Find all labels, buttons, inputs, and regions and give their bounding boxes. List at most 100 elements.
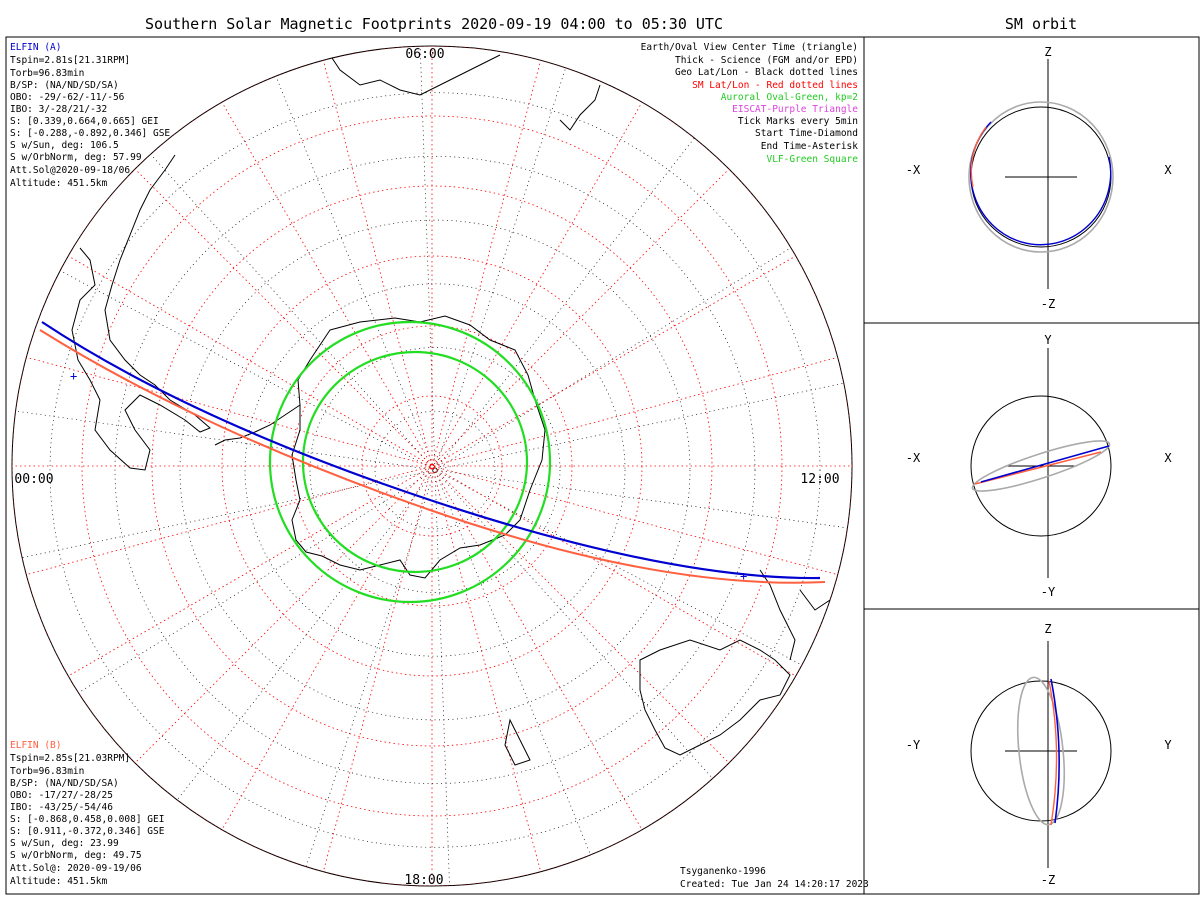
probe-a-info: ELFIN (A) Tspin=2.81s[21.31RPM] Torb=96.… bbox=[10, 42, 170, 189]
geo-lat-circle-4 bbox=[114, 156, 756, 784]
orbit-xz-bottom-label: -Z bbox=[1041, 297, 1055, 311]
probe-b-line-2: B/SP: (NA/ND/SD/SA) bbox=[10, 778, 119, 789]
legend-item-1: Thick - Science (FGM and/or EPD) bbox=[675, 55, 858, 66]
legend-item-6: Tick Marks every 5min bbox=[738, 116, 858, 127]
sm-meridian-165 bbox=[16, 354, 848, 578]
orbit-xy-probe-b bbox=[974, 451, 1102, 485]
sm-meridian-150 bbox=[59, 250, 805, 682]
sm-meridian-75 bbox=[320, 50, 544, 882]
legend-item-0: Earth/Oval View Center Time (triangle) bbox=[641, 42, 858, 53]
legend-item-9: VLF-Green Square bbox=[766, 154, 858, 165]
legend-item-4: Auroral Oval-Green, kp=2 bbox=[721, 92, 858, 103]
antarctica-coast bbox=[291, 315, 546, 579]
orbit-xz-left-label: -X bbox=[906, 163, 921, 177]
legend-item-5: EISCAT-Purple Triangle bbox=[732, 104, 858, 115]
orbit-title: SM orbit bbox=[1005, 15, 1077, 33]
orbit-xz-top-label: Z bbox=[1044, 45, 1051, 59]
orbit-yz-probe-a bbox=[1050, 678, 1060, 824]
probe-a-line-2: B/SP: (NA/ND/SD/SA) bbox=[10, 80, 119, 91]
probe-b-line-9: Att.Sol@: 2020-09-19/06 bbox=[10, 863, 142, 874]
orbit-yz-gray bbox=[1016, 676, 1066, 826]
africa-coast bbox=[329, 54, 501, 96]
probe-b-line-6: S: [0.911,-0.372,0.346] GSE bbox=[10, 826, 165, 837]
tasmania-coast bbox=[504, 718, 531, 766]
antarctic-peninsula bbox=[214, 404, 301, 446]
probe-b-line-0: Tspin=2.85s[21.03RPM] bbox=[10, 753, 130, 764]
sm-meridian-105 bbox=[320, 50, 544, 882]
legend-item-2: Geo Lat/Lon - Black dotted lines bbox=[675, 67, 858, 78]
legend-item-7: Start Time-Diamond bbox=[755, 128, 858, 139]
geo-lat-circle-2 bbox=[244, 283, 626, 657]
probe-b-line-10: Altitude: 451.5km bbox=[10, 876, 108, 887]
probe-a-line-0: Tspin=2.81s[21.31RPM] bbox=[10, 55, 130, 66]
figure-title: Southern Solar Magnetic Footprints 2020-… bbox=[145, 15, 723, 33]
probe-a-footprint bbox=[41, 321, 821, 580]
probe-b-footprint bbox=[39, 329, 826, 584]
sm-meridian-135 bbox=[127, 161, 737, 771]
probe-a-line-1: Torb=96.83min bbox=[10, 68, 84, 79]
probe-b-line-5: S: [-0.868,0.458,0.008] GEI bbox=[10, 814, 164, 825]
auroral-oval-outer bbox=[268, 320, 552, 604]
orbit-xy-left-label: -X bbox=[906, 451, 921, 465]
orbit-xz-right-label: X bbox=[1164, 163, 1172, 177]
orbit-xz-gray bbox=[968, 101, 1114, 253]
geo-lat-circle-0 bbox=[374, 410, 496, 530]
geo-latlon-grid bbox=[12, 46, 852, 886]
mlt-label-18: 18:00 bbox=[404, 873, 443, 888]
south-america-coast bbox=[71, 154, 211, 471]
orbit-panel-xz: Z -Z -X X bbox=[906, 45, 1173, 311]
new-zealand-coast bbox=[759, 569, 831, 661]
probe-a-line-4: IBO: 3/-28/21/-32 bbox=[10, 104, 107, 115]
legend-item-3: SM Lat/Lon - Red dotted lines bbox=[692, 80, 858, 91]
probe-b-name: ELFIN (B) bbox=[10, 740, 61, 751]
probe-a-line-10: Altitude: 451.5km bbox=[10, 178, 108, 189]
mlt-label-12: 12:00 bbox=[800, 472, 839, 487]
geo-lat-circle-1 bbox=[309, 347, 561, 593]
sm-latlon-grid bbox=[12, 46, 852, 886]
mlt-label-00: 00:00 bbox=[14, 472, 53, 487]
sm-meridian-60 bbox=[216, 93, 648, 839]
orbit-yz-left-label: -Y bbox=[906, 738, 921, 752]
auroral-oval-inner bbox=[301, 350, 529, 574]
orbit-panel-xy: Y -Y -X X bbox=[906, 333, 1173, 599]
probe-b-line-3: OBO: -17/27/-28/25 bbox=[10, 790, 113, 801]
orbit-xy-bottom-label: -Y bbox=[1041, 585, 1056, 599]
probe-b-line-1: Torb=96.83min bbox=[10, 766, 84, 777]
orbit-panel-yz: Z -Z -Y Y bbox=[906, 622, 1173, 887]
orbit-yz-top-label: Z bbox=[1044, 622, 1051, 636]
probe-a-line-9: Att.Sol@2020-09-18/06 bbox=[10, 165, 130, 176]
orbit-xy-earth bbox=[970, 395, 1112, 537]
probe-a-line-8: S w/OrbNorm, deg: 57.99 bbox=[10, 152, 142, 163]
orbit-xy-top-label: Y bbox=[1044, 333, 1052, 347]
probe-b-line-7: S w/Sun, deg: 23.99 bbox=[10, 838, 119, 849]
geo-lat-circle-5 bbox=[49, 92, 821, 848]
probe-a-end-marker: + bbox=[70, 369, 77, 383]
australia-coast bbox=[639, 639, 791, 756]
orbit-xy-right-label: X bbox=[1164, 451, 1172, 465]
probe-a-line-6: S: [-0.288,-0.892,0.346] GSE bbox=[10, 128, 170, 139]
legend: Earth/Oval View Center Time (triangle) T… bbox=[641, 42, 859, 165]
probe-a-line-3: OBO: -29/-62/-11/-56 bbox=[10, 92, 125, 103]
mlt-label-06: 06:00 bbox=[405, 47, 444, 62]
coastlines bbox=[71, 54, 831, 766]
sm-meridian-120 bbox=[216, 93, 648, 839]
probe-b-track bbox=[39, 329, 826, 584]
orbit-xy-probe-a bbox=[980, 445, 1110, 483]
orbit-xy-gray bbox=[971, 440, 1111, 492]
sm-meridian-45 bbox=[127, 161, 737, 771]
map-frame bbox=[5, 36, 865, 895]
probe-b-info: ELFIN (B) Tspin=2.85s[21.03RPM] Torb=96.… bbox=[10, 740, 165, 887]
orbit-yz-probe-b bbox=[1048, 680, 1058, 826]
footer-model: Tsyganenko-1996 bbox=[680, 866, 766, 877]
probe-a-track: + + bbox=[41, 321, 821, 583]
sm-meridian-15 bbox=[16, 354, 848, 578]
orbit-xz-probe-b bbox=[970, 126, 987, 188]
probe-b-line-8: S w/OrbNorm, deg: 49.75 bbox=[10, 850, 142, 861]
footer-created: Created: Tue Jan 24 14:20:17 2023 bbox=[680, 879, 869, 890]
auroral-oval bbox=[268, 320, 552, 604]
sm-meridian-30 bbox=[59, 250, 805, 682]
probe-a-line-5: S: [0.339,0.664,0.665] GEI bbox=[10, 116, 159, 127]
probe-a-name: ELFIN (A) bbox=[10, 42, 61, 53]
probe-a-line-7: S w/Sun, deg: 106.5 bbox=[10, 140, 119, 151]
